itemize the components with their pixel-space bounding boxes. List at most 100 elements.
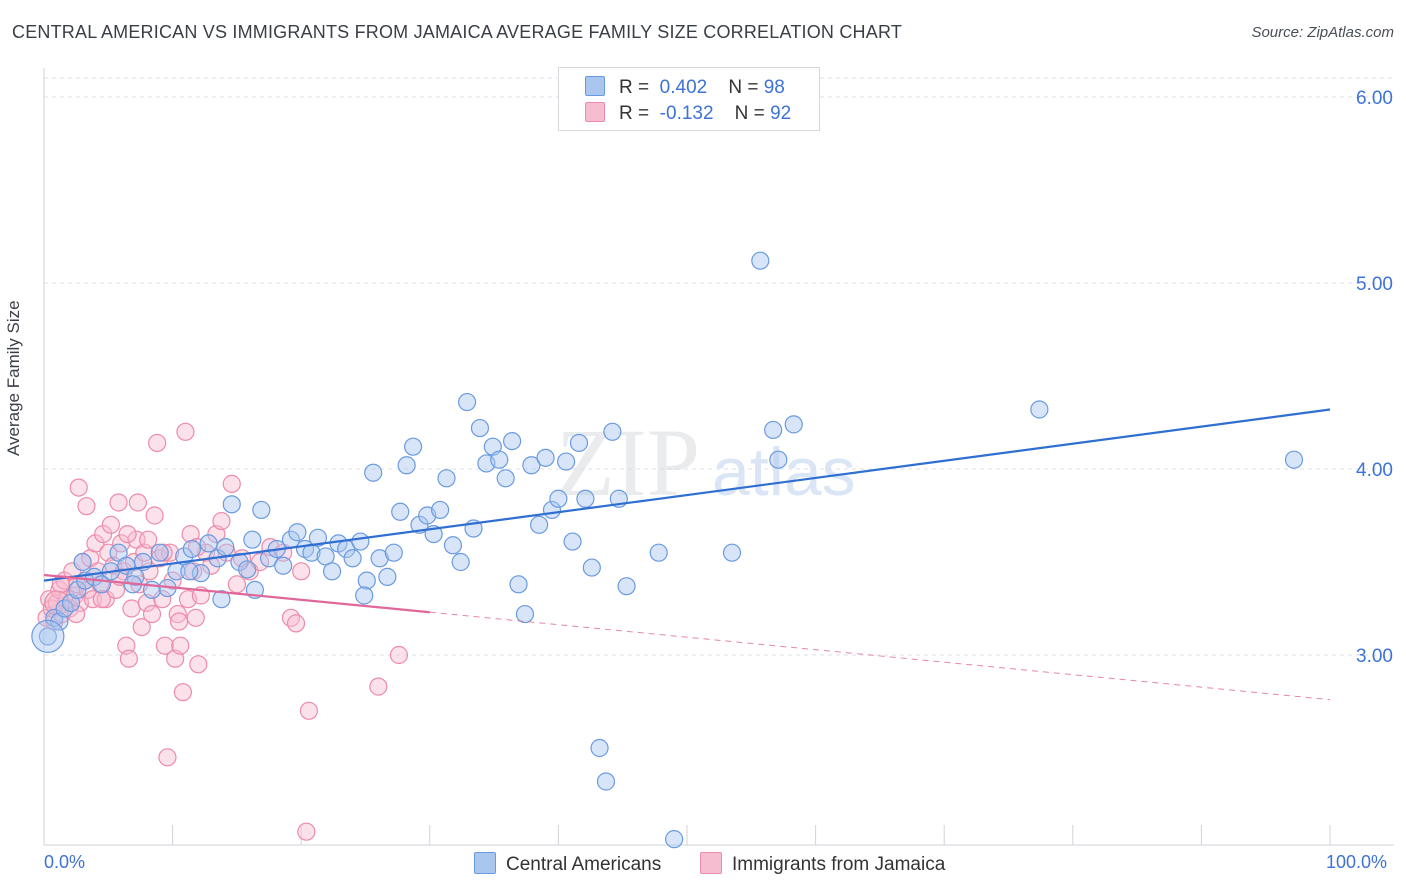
data-point — [322, 562, 342, 581]
bottom-legend-label: Immigrants from Jamaica — [732, 854, 946, 875]
legend-r-value: 0.402 — [659, 77, 708, 98]
data-point — [522, 456, 541, 475]
data-point — [73, 552, 92, 572]
data-point — [369, 677, 388, 696]
watermark: ZIP atlas — [556, 409, 856, 516]
watermark-atlas: atlas — [712, 434, 856, 510]
data-point — [153, 590, 172, 609]
data-point — [286, 614, 306, 633]
data-point — [769, 450, 788, 469]
data-point — [171, 636, 190, 655]
data-point — [252, 500, 271, 520]
trend-line-immigrants-from-jamaica-extension — [429, 611, 1331, 701]
data-point — [216, 538, 235, 557]
legend-row-immigrants-from-jamaica: R = -0.132 N = 92 — [585, 102, 791, 126]
data-point — [180, 562, 199, 581]
data-point — [308, 528, 328, 547]
legend-swatch-blue — [585, 76, 605, 96]
data-point — [384, 543, 403, 562]
y-tick-label: 4.00 — [1356, 460, 1393, 481]
y-tick-label: 6.00 — [1356, 88, 1393, 109]
data-point — [509, 575, 528, 594]
bottom-legend-swatch-pink — [700, 852, 722, 874]
data-point — [281, 608, 301, 627]
bottom-legend-central-americans: Central Americans — [474, 852, 661, 876]
watermark-zip: ZIP — [556, 409, 700, 516]
data-point — [191, 564, 210, 583]
data-point — [391, 502, 410, 521]
data-point — [173, 683, 192, 702]
legend-r-label: R = — [619, 77, 650, 98]
data-point — [150, 543, 169, 562]
legend-n-label: N = — [728, 77, 759, 98]
series-immigrants-from-jamaica — [37, 422, 409, 841]
data-point — [288, 523, 307, 542]
data-point — [1284, 450, 1304, 469]
y-axis-label: Average Family Size — [4, 300, 23, 456]
bottom-legend-label: Central Americans — [506, 854, 662, 875]
data-point — [357, 571, 376, 590]
data-point — [222, 474, 241, 493]
data-point — [378, 567, 397, 586]
legend-n-value: 98 — [763, 77, 785, 98]
data-point — [784, 415, 803, 434]
data-point — [202, 556, 221, 575]
data-point — [496, 469, 515, 488]
data-point — [186, 608, 205, 627]
data-point — [389, 645, 409, 665]
data-point — [44, 590, 70, 616]
data-point — [67, 604, 86, 624]
y-tick-label: 5.00 — [1356, 274, 1393, 295]
data-point — [212, 590, 231, 609]
data-point — [227, 575, 246, 594]
data-point — [557, 452, 576, 471]
data-point — [139, 530, 158, 549]
data-point — [118, 524, 137, 544]
data-point — [364, 463, 383, 482]
data-point — [343, 549, 362, 568]
data-point — [764, 420, 783, 440]
data-point — [397, 456, 416, 475]
data-point — [86, 534, 105, 553]
data-point — [199, 534, 218, 553]
data-point — [582, 558, 601, 577]
data-point — [403, 437, 423, 456]
data-point — [222, 495, 241, 514]
data-point — [128, 493, 147, 512]
data-point — [603, 422, 622, 441]
data-point — [182, 539, 201, 559]
data-point — [549, 489, 568, 508]
bottom-legend-immigrants-from-jamaica: Immigrants from Jamaica — [700, 852, 945, 876]
data-point — [617, 577, 636, 596]
chart-title: CENTRAL AMERICAN VS IMMIGRANTS FROM JAMA… — [12, 22, 903, 42]
data-point — [297, 822, 316, 841]
data-point — [238, 560, 257, 579]
data-point — [109, 493, 128, 512]
data-point — [503, 432, 522, 451]
data-point — [590, 738, 609, 758]
data-point — [563, 532, 582, 551]
trend-line-central-americans — [43, 408, 1331, 582]
data-point — [299, 701, 319, 720]
data-point — [243, 530, 262, 549]
data-point — [569, 433, 589, 453]
data-point — [1030, 400, 1049, 419]
x-tick-min: 0.0% — [44, 852, 86, 872]
data-point — [119, 649, 138, 668]
axes — [43, 68, 1394, 846]
data-point — [96, 590, 115, 609]
legend-r-label: R = — [619, 103, 650, 124]
data-point — [92, 590, 111, 609]
data-point — [649, 543, 668, 562]
x-tick-max: 100.0% — [1326, 852, 1388, 872]
data-point — [490, 450, 509, 469]
data-point — [515, 604, 535, 624]
source-label: Source: ZipAtlas.com — [1251, 24, 1394, 41]
data-point — [132, 617, 151, 637]
data-point — [470, 418, 490, 438]
data-point — [69, 478, 88, 497]
data-point — [158, 748, 177, 767]
bottom-legend-swatch-blue — [474, 852, 496, 874]
data-point — [576, 489, 595, 508]
